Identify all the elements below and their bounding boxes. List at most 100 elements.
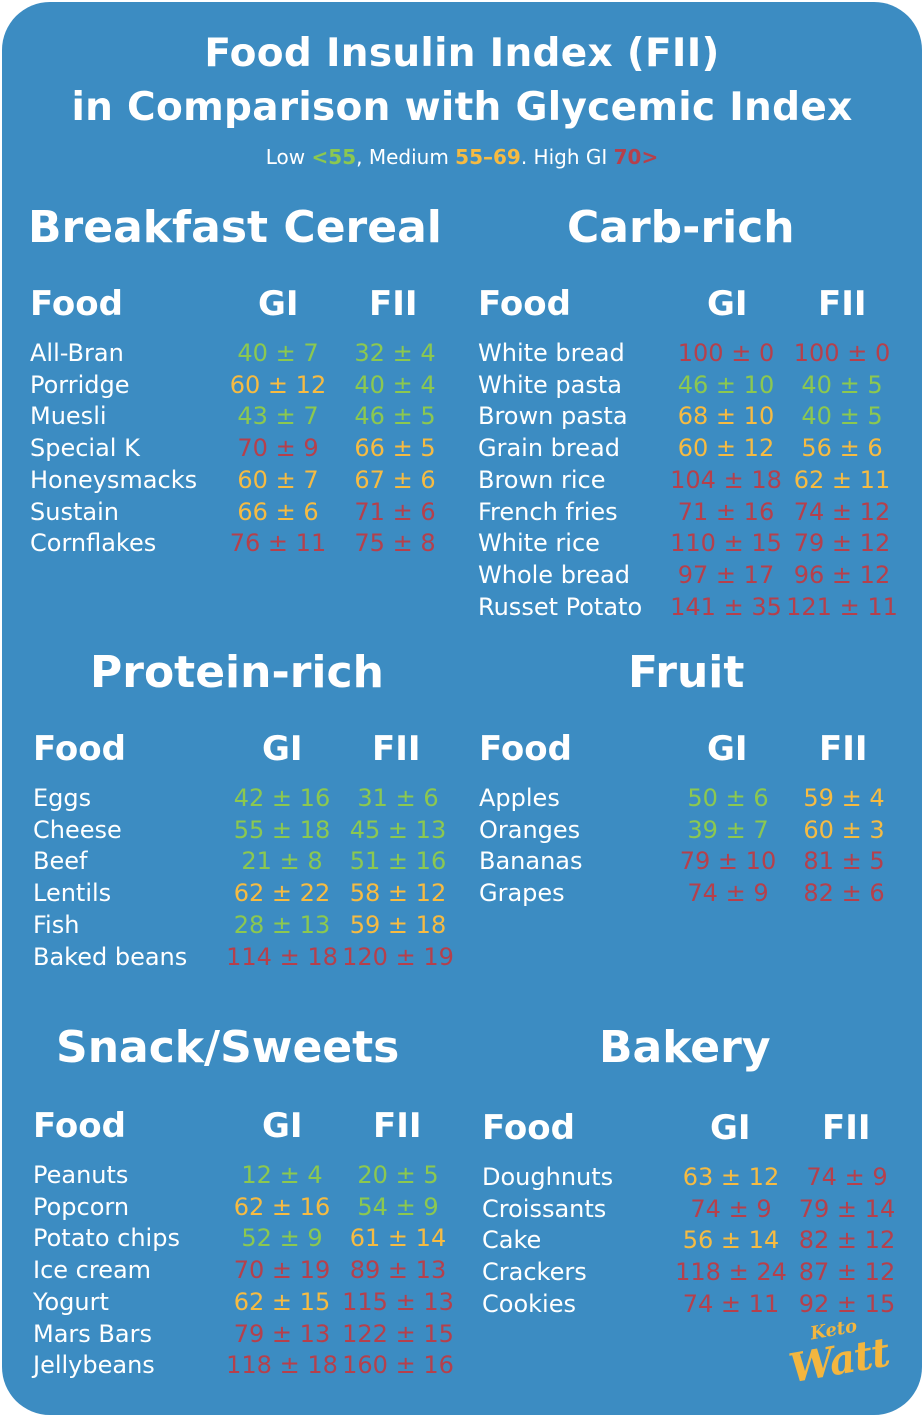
- table-row: Grapes 74 ± 9 82 ± 6: [462, 877, 922, 909]
- header-fii: FII: [819, 729, 868, 769]
- table-row: Jellybeans 118 ± 18 160 ± 16: [2, 1349, 462, 1381]
- fii-value: 122 ± 15: [342, 1319, 454, 1348]
- legend-sep1: , Medium: [356, 145, 456, 169]
- header-food: Food: [479, 729, 572, 769]
- table-row: Honeysmacks 60 ± 7 67 ± 6: [2, 464, 462, 496]
- fii-value: 51 ± 16: [349, 847, 447, 876]
- header-gi: GI: [707, 729, 748, 769]
- gi-value: 68 ± 10: [677, 402, 775, 431]
- header-fii: FII: [822, 1108, 871, 1148]
- food-name: Porridge: [30, 370, 130, 399]
- fii-value: 96 ± 12: [793, 560, 891, 589]
- table-row: Cornflakes 76 ± 11 75 ± 8: [2, 527, 462, 559]
- section-title: Bakery: [599, 1022, 771, 1073]
- food-name: Bananas: [479, 847, 583, 876]
- legend-low-label: Low: [265, 145, 312, 169]
- food-name: Cake: [482, 1226, 542, 1255]
- gi-value: 60 ± 7: [237, 465, 319, 494]
- food-name: Jellybeans: [33, 1351, 155, 1380]
- table-row: Fish 28 ± 13 59 ± 18: [2, 909, 462, 941]
- fii-value: 59 ± 18: [349, 910, 447, 939]
- header-food: Food: [33, 729, 126, 769]
- fii-value: 82 ± 6: [803, 879, 885, 908]
- section-title: Protein-rich: [90, 647, 384, 698]
- table-row: Baked beans 114 ± 18 120 ± 19: [2, 941, 462, 973]
- food-name: Brown rice: [478, 465, 606, 494]
- fii-value: 115 ± 13: [342, 1287, 454, 1316]
- header-fii: FII: [369, 284, 418, 324]
- fii-value: 58 ± 12: [349, 879, 447, 908]
- food-name: Eggs: [33, 784, 92, 812]
- fii-value: 31 ± 6: [357, 784, 439, 812]
- food-name: Popcorn: [33, 1192, 130, 1221]
- page-title-line2: in Comparison with Glycemic Index: [71, 85, 853, 130]
- gi-value: 66 ± 6: [237, 497, 319, 526]
- table-row: Lentils 62 ± 22 58 ± 12: [2, 877, 462, 909]
- table-row: Ice cream 70 ± 19 89 ± 13: [2, 1254, 462, 1286]
- fii-value: 61 ± 14: [349, 1224, 447, 1253]
- legend-sep2: . High GI: [520, 145, 614, 169]
- food-name: Fish: [33, 910, 80, 939]
- food-name: Baked beans: [33, 942, 188, 971]
- legend-high-value: 70>: [613, 145, 659, 169]
- table-row: Bananas 79 ± 10 81 ± 5: [462, 845, 922, 877]
- fii-value: 82 ± 12: [798, 1226, 896, 1255]
- gi-value: 79 ± 10: [679, 847, 777, 876]
- table-row: All-Bran 40 ± 7 32 ± 4: [2, 337, 462, 369]
- gi-value: 62 ± 22: [233, 879, 331, 908]
- section-title: Breakfast Cereal: [28, 202, 442, 253]
- food-name: Mars Bars: [33, 1319, 152, 1348]
- table-row: Peanuts 12 ± 4 20 ± 5: [2, 1159, 462, 1191]
- gi-legend: Low <55, Medium 55–69. High GI 70>: [2, 144, 922, 170]
- gi-value: 104 ± 18: [670, 465, 782, 494]
- table-row: White pasta 46 ± 10 40 ± 5: [462, 369, 922, 401]
- header-food: Food: [482, 1108, 575, 1148]
- header-gi: GI: [258, 284, 299, 324]
- food-name: Lentils: [33, 879, 112, 908]
- gi-value: 62 ± 16: [233, 1192, 331, 1221]
- gi-value: 52 ± 9: [241, 1224, 323, 1253]
- section-title: Fruit: [628, 647, 745, 698]
- table-row: Potato chips 52 ± 9 61 ± 14: [2, 1222, 462, 1254]
- gi-value: 63 ± 12: [682, 1163, 780, 1191]
- fii-value: 56 ± 6: [801, 434, 883, 463]
- header-gi: GI: [710, 1108, 751, 1148]
- food-name: Sustain: [30, 497, 119, 526]
- food-name: White pasta: [478, 370, 622, 399]
- table-row: Cake 56 ± 14 82 ± 12: [462, 1224, 922, 1256]
- gi-value: 70 ± 19: [233, 1256, 331, 1285]
- fii-value: 87 ± 12: [798, 1258, 896, 1287]
- fii-value: 120 ± 19: [342, 942, 454, 971]
- header-fii: FII: [372, 729, 421, 769]
- food-name: Apples: [479, 784, 560, 812]
- header-fii: FII: [373, 1106, 422, 1146]
- legend-medium-value: 55–69: [455, 145, 521, 169]
- food-name: Cookies: [482, 1289, 576, 1318]
- fii-value: 67 ± 6: [354, 465, 436, 494]
- fii-value: 100 ± 0: [793, 339, 891, 367]
- table-row: Beef 21 ± 8 51 ± 16: [2, 845, 462, 877]
- food-name: Potato chips: [33, 1224, 180, 1253]
- gi-value: 141 ± 35: [670, 592, 782, 621]
- table-row: White bread 100 ± 0 100 ± 0: [462, 337, 922, 369]
- table-row: Sustain 66 ± 6 71 ± 6: [2, 496, 462, 528]
- fii-value: 32 ± 4: [354, 339, 436, 367]
- gi-value: 118 ± 24: [675, 1258, 787, 1287]
- table-row: Doughnuts 63 ± 12 74 ± 9: [462, 1161, 922, 1193]
- fii-value: 160 ± 16: [342, 1351, 454, 1380]
- header-fii: FII: [818, 284, 867, 324]
- gi-value: 79 ± 13: [233, 1319, 331, 1348]
- food-name: Yogurt: [33, 1287, 109, 1316]
- gi-value: 70 ± 9: [237, 434, 319, 463]
- fii-value: 40 ± 5: [801, 402, 883, 431]
- gi-value: 60 ± 12: [229, 370, 327, 399]
- gi-value: 74 ± 9: [687, 879, 769, 908]
- fii-value: 79 ± 12: [793, 529, 891, 558]
- food-name: Ice cream: [33, 1256, 152, 1285]
- table-row: Cheese 55 ± 18 45 ± 13: [2, 814, 462, 846]
- fii-value: 74 ± 9: [806, 1163, 888, 1191]
- food-name: Cheese: [33, 815, 122, 844]
- table-row: Muesli 43 ± 7 46 ± 5: [2, 400, 462, 432]
- table-row: White rice 110 ± 15 79 ± 12: [462, 527, 922, 559]
